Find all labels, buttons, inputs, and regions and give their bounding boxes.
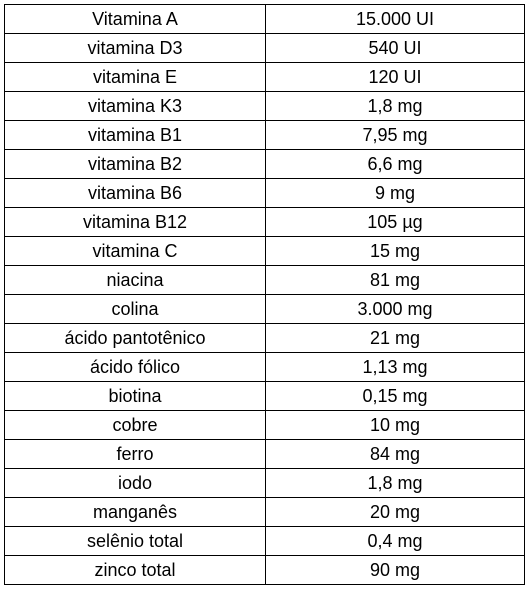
table-row: manganês 20 mg	[4, 497, 525, 527]
table-row: biotina 0,15 mg	[4, 381, 525, 411]
table-row: vitamina B6 9 mg	[4, 178, 525, 208]
table-row: vitamina B2 6,6 mg	[4, 149, 525, 179]
nutrient-name-cell: vitamina E	[4, 62, 266, 92]
nutrient-amount-cell: 105 µg	[265, 207, 525, 237]
nutrient-amount-cell: 7,95 mg	[265, 120, 525, 150]
table-row: ferro 84 mg	[4, 439, 525, 469]
nutrient-name-cell: ferro	[4, 439, 266, 469]
nutrient-name-cell: vitamina C	[4, 236, 266, 266]
nutrient-name-cell: vitamina B1	[4, 120, 266, 150]
nutrient-amount-cell: 0,15 mg	[265, 381, 525, 411]
nutrient-name-cell: manganês	[4, 497, 266, 527]
table-row: vitamina D3 540 UI	[4, 33, 525, 63]
nutrient-name-cell: cobre	[4, 410, 266, 440]
nutrient-amount-cell: 90 mg	[265, 555, 525, 585]
table-row: vitamina C 15 mg	[4, 236, 525, 266]
table-row: cobre 10 mg	[4, 410, 525, 440]
nutrient-amount-cell: 1,8 mg	[265, 468, 525, 498]
nutrient-table-body: Vitamina A 15.000 UI vitamina D3 540 UI …	[4, 4, 525, 585]
nutrient-name-cell: zinco total	[4, 555, 266, 585]
nutrient-amount-cell: 20 mg	[265, 497, 525, 527]
nutrient-amount-cell: 10 mg	[265, 410, 525, 440]
nutrient-name-cell: biotina	[4, 381, 266, 411]
nutrient-name-cell: ácido fólico	[4, 352, 266, 382]
nutrient-name-cell: vitamina D3	[4, 33, 266, 63]
nutrient-amount-cell: 15.000 UI	[265, 4, 525, 34]
table-row: selênio total 0,4 mg	[4, 526, 525, 556]
nutrient-name-cell: vitamina B2	[4, 149, 266, 179]
nutrient-amount-cell: 15 mg	[265, 236, 525, 266]
table-row: Vitamina A 15.000 UI	[4, 4, 525, 34]
nutrient-name-cell: selênio total	[4, 526, 266, 556]
nutrient-amount-cell: 1,8 mg	[265, 91, 525, 121]
table-row: zinco total 90 mg	[4, 555, 525, 585]
table-row: ácido pantotênico 21 mg	[4, 323, 525, 353]
nutrient-amount-cell: 540 UI	[265, 33, 525, 63]
table-row: iodo 1,8 mg	[4, 468, 525, 498]
nutrient-amount-cell: 9 mg	[265, 178, 525, 208]
table-row: vitamina K3 1,8 mg	[4, 91, 525, 121]
nutrient-amount-cell: 84 mg	[265, 439, 525, 469]
nutrient-amount-cell: 0,4 mg	[265, 526, 525, 556]
nutrient-amount-cell: 21 mg	[265, 323, 525, 353]
nutrient-name-cell: vitamina B6	[4, 178, 266, 208]
nutrient-name-cell: colina	[4, 294, 266, 324]
nutrient-table: Vitamina A 15.000 UI vitamina D3 540 UI …	[4, 4, 525, 585]
nutrient-amount-cell: 6,6 mg	[265, 149, 525, 179]
table-row: vitamina E 120 UI	[4, 62, 525, 92]
nutrient-name-cell: vitamina K3	[4, 91, 266, 121]
table-row: colina 3.000 mg	[4, 294, 525, 324]
table-row: ácido fólico 1,13 mg	[4, 352, 525, 382]
nutrient-name-cell: Vitamina A	[4, 4, 266, 34]
nutrient-amount-cell: 81 mg	[265, 265, 525, 295]
nutrient-name-cell: niacina	[4, 265, 266, 295]
table-row: niacina 81 mg	[4, 265, 525, 295]
nutrient-amount-cell: 120 UI	[265, 62, 525, 92]
table-row: vitamina B1 7,95 mg	[4, 120, 525, 150]
nutrient-name-cell: iodo	[4, 468, 266, 498]
nutrient-name-cell: ácido pantotênico	[4, 323, 266, 353]
table-row: vitamina B12 105 µg	[4, 207, 525, 237]
nutrient-amount-cell: 3.000 mg	[265, 294, 525, 324]
nutrient-amount-cell: 1,13 mg	[265, 352, 525, 382]
nutrient-name-cell: vitamina B12	[4, 207, 266, 237]
